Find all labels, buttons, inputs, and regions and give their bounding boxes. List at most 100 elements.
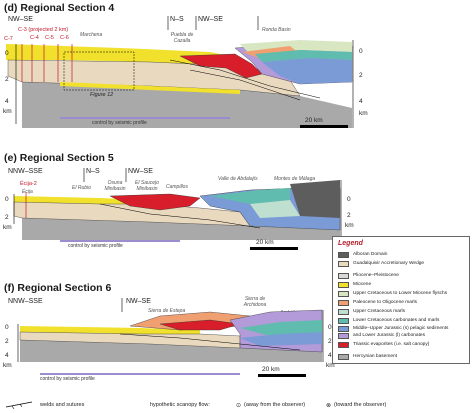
away-icon: ⊙ [236, 403, 242, 409]
legend-item-jurassic-2: and Lower Jurassic (l) carbonates [353, 333, 425, 338]
place-ecija: Écija [22, 189, 33, 195]
section-d-control-bar [60, 117, 230, 119]
section-d-cretaceous [255, 50, 352, 62]
well-c6: C-6 [60, 35, 69, 41]
section-d-right-4: 4 [359, 98, 363, 105]
legend-item-alboran: Alboran Domain [353, 252, 388, 257]
section-f-cretaceous [240, 320, 322, 336]
section-f-control-bar [40, 373, 240, 375]
section-f-right-2: 2 [328, 338, 332, 345]
legend-swatch-alboran [338, 252, 349, 258]
well-c7: C-7 [4, 36, 13, 42]
section-e-right-2: 2 [347, 212, 351, 219]
legend-item-jurassic: Middle–Upper Jurassic (s) pelagic sedime… [353, 326, 449, 331]
section-e-marls [250, 200, 300, 218]
place-marchena: Marchena [80, 32, 103, 38]
section-d-scale-bar [300, 125, 348, 128]
legend-panel: Legend Alboran Domain Guadalquivir Accre… [332, 236, 470, 364]
legend-title: Legend [338, 240, 363, 247]
place-campillos: Campillos [166, 184, 188, 190]
section-f-depth-0: 0 [5, 324, 9, 331]
legend-item-hercynian: Hercynian basement [353, 354, 397, 359]
legend-swatch-triassic [338, 342, 349, 348]
place-montes-malaga: Montes de Málaga [274, 176, 316, 182]
section-e-alboran [290, 180, 340, 218]
section-e-control-bar [60, 240, 180, 242]
legend-swatch-hercynian [338, 354, 349, 360]
section-f-right-km: km [326, 362, 335, 369]
section-d-depth-4: 4 [5, 98, 9, 105]
figure12-label: Figure 12 [90, 92, 114, 98]
section-f-depth-2: 2 [5, 338, 9, 345]
section-e-miocene [14, 196, 150, 204]
section-e-depth-2: 2 [5, 214, 9, 221]
legend-swatch-jurassic-2 [338, 333, 349, 339]
well-ecija2: Écija-2 [20, 181, 37, 187]
section-d-title: (d) Regional Section 4 [4, 2, 115, 14]
welds-symbol [5, 401, 33, 410]
section-d-km: km [3, 108, 12, 115]
section-d-orient-3: NW–SE [198, 16, 223, 23]
section-d-depth-2: 2 [5, 76, 9, 83]
section-d-salt [179, 53, 263, 79]
section-e-control-label: control by seismic profile [68, 243, 123, 249]
section-e-scale-bar [250, 247, 298, 250]
section-d-profile [6, 16, 354, 128]
legend-item-miocene: Miocene [353, 282, 372, 287]
well-c5: C-5 [45, 35, 54, 41]
section-f-km: km [3, 362, 12, 369]
well-c3: C-3 (projected 2 km) [18, 27, 69, 33]
section-f-profile [17, 298, 324, 362]
section-f-control-label: control by seismic profile [40, 376, 95, 382]
section-d-miocene [6, 44, 240, 66]
legend-item-wedge: Guadalquivir Accretionary Wedge [353, 261, 425, 266]
section-f-jurassic [240, 332, 322, 346]
section-f-scale-label: 20 km [262, 366, 280, 373]
section-f-miocene [20, 326, 200, 334]
legend-swatch-flysch [338, 291, 349, 297]
section-e-basement [22, 218, 340, 240]
toward-icon: ⊗ [326, 403, 332, 409]
section-e-orient-2: N–S [86, 168, 100, 175]
section-e-depth-0: 0 [5, 196, 9, 203]
section-d-orient-2: N–S [170, 16, 184, 23]
section-d-right-km: km [359, 110, 368, 117]
legend-item-uc-marls: Upper Cretaceous marls [353, 309, 405, 314]
section-e-salt [109, 193, 201, 211]
section-d-right-2: 2 [359, 72, 363, 79]
section-e-orient-3: NW–SE [128, 168, 153, 175]
section-f-right-0: 0 [328, 324, 332, 331]
section-d-right-0: 0 [359, 48, 363, 55]
section-d-control-label: control by seismic profile [92, 120, 147, 126]
scanopy-label: hypothetic scanopy flow: [150, 402, 210, 408]
place-el-saucejo: El Saucejo Minibasin [135, 180, 159, 192]
section-f-salt [159, 319, 241, 331]
section-f-right-4: 4 [328, 352, 332, 359]
place-ronda: Ronda Basin [262, 27, 291, 33]
section-e-thrusts [99, 203, 261, 229]
section-f-orient-1: NNW–SSE [8, 298, 43, 305]
place-sierra-estepa: Sierra de Estepa [148, 308, 186, 314]
legend-swatch-miocene [338, 282, 349, 288]
section-e-profile [13, 168, 342, 240]
welds-label: welds and sutures [40, 402, 85, 408]
section-e-right-0: 0 [347, 196, 351, 203]
section-d-depth-0: 0 [5, 50, 9, 57]
section-e-right-km: km [345, 222, 354, 229]
place-el-rubio: El Rubio [72, 185, 91, 191]
toward-label: (toward the observer) [334, 402, 387, 408]
section-e-orient-1: NNW–SSE [8, 168, 43, 175]
legend-swatch-uc-marls [338, 309, 349, 315]
section-d-fault2 [189, 69, 301, 101]
place-sierra-archidona: Sierra de Archidona [243, 296, 267, 308]
legend-item-flysch: Upper Cretaceous to Lower Miocene flysch… [353, 291, 448, 296]
section-e-km: km [3, 224, 12, 231]
section-f-title: (f) Regional Section 6 [4, 282, 112, 294]
section-e-title: (e) Regional Section 5 [4, 152, 114, 164]
legend-swatch-paleocene [338, 300, 349, 306]
section-f-scale-bar [258, 374, 306, 377]
legend-swatch-jurassic [338, 326, 349, 332]
section-f-depth-4: 4 [5, 352, 9, 359]
section-d-miocene-lower [60, 82, 240, 94]
legend-swatch-lc-carb [338, 318, 349, 324]
